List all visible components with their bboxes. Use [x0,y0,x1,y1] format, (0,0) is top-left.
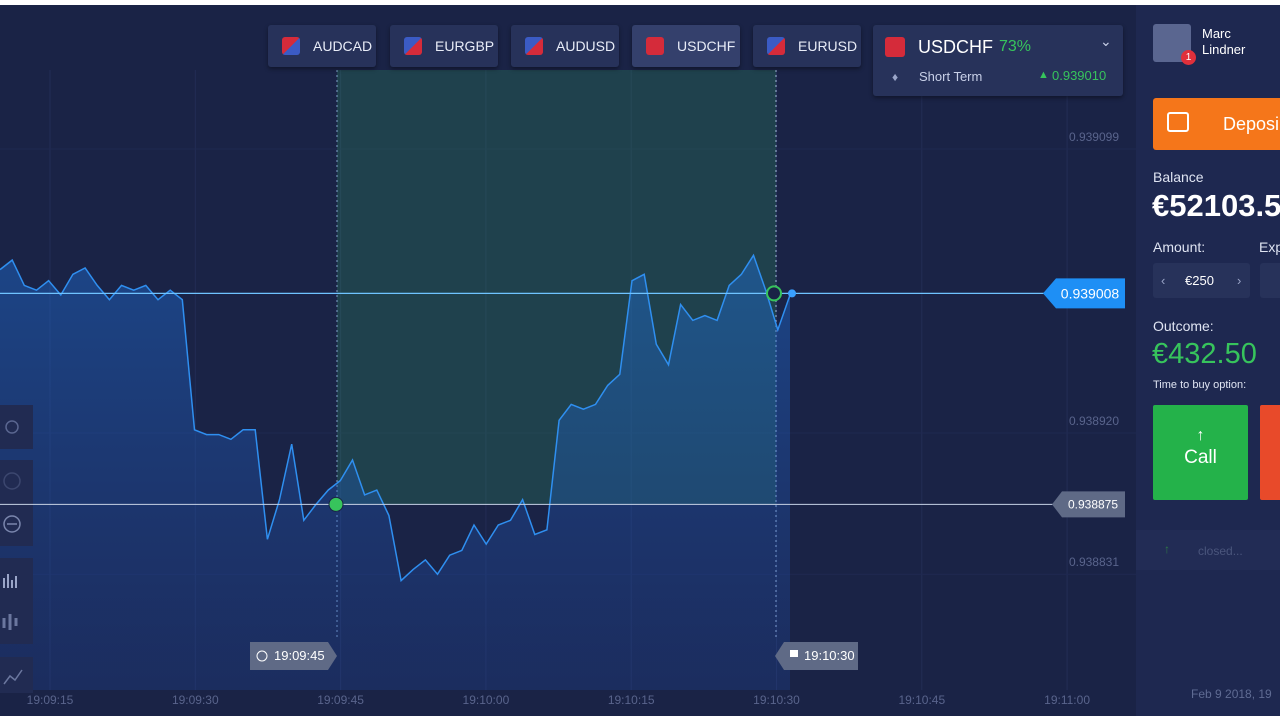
asset-mode: Short Term [919,69,983,84]
zoom-out-icon [3,515,21,533]
entry-time-badge [250,642,337,670]
tool[interactable] [0,460,33,546]
tab-label: EURUSD [798,38,858,54]
call-label: Call [1184,447,1217,468]
asset-name: USDCHF [918,37,993,57]
balance: €52103.5 [1152,188,1280,223]
deposit-label: Deposi [1223,114,1280,134]
x-tick-label: 19:09:45 [317,693,364,707]
up-icon: ▲ [1038,69,1049,81]
toolbar [0,405,33,693]
clock-icon [256,650,268,662]
tool[interactable] [0,657,33,693]
tab-label: AUDUSD [556,38,616,54]
call-button[interactable]: ↑ Call [1153,405,1248,500]
sidebar: 1 Marc Lindner Deposi Balance €52103.5 Am… [1136,0,1280,716]
flag-icon [790,650,798,657]
amount-input[interactable]: ‹ €250 › [1153,263,1250,298]
put-button[interactable] [1260,405,1280,500]
user-name[interactable]: Marc Lindner [1202,26,1245,58]
balance-label: Balance [1153,169,1204,185]
tool[interactable] [0,405,33,449]
bottom-strip [0,716,1280,720]
tab-label: USDCHF [677,38,736,54]
asset-tab[interactable]: EURGBP [390,25,498,67]
expiry-time-badge [775,642,858,670]
notification-badge: 1 [1181,50,1196,65]
asset-selector[interactable]: USDCHF 73% ⌄ ♦ Short Term ▲ 0.939010 [873,25,1123,96]
dropdown-icon: ⌄ [1100,33,1112,49]
outcome: €432.50 [1152,338,1257,370]
up-icon: ↑ [1164,542,1170,556]
price-line [0,253,791,583]
trade-row[interactable]: ↑ closed... [1136,530,1280,570]
candles-icon [2,614,18,630]
asset-tab[interactable]: EURUSD [753,25,861,67]
up-arrow: ↑ [1196,427,1205,444]
x-tick-label: 19:09:15 [27,693,74,707]
y-tick-label: 0.939099 [1069,130,1119,144]
asset-payout: 73% [999,38,1032,55]
time-label: Time to buy option: [1153,379,1247,391]
entry-marker [328,496,344,512]
last-name: Lindner [1202,42,1246,57]
asset-tab[interactable]: USDCHF [632,25,740,67]
decrease[interactable]: ‹ [1161,273,1166,288]
wallet-icon [1167,112,1189,132]
asset-tab[interactable]: AUDCAD [268,25,376,67]
outcome-label: Outcome: [1153,318,1214,334]
first-name: Marc [1202,26,1231,41]
chart-type-icon [3,574,17,588]
current-dot [788,289,796,298]
crosshair-icon [5,420,19,434]
x-tick-label: 19:10:30 [753,693,800,707]
tab-label: AUDCAD [313,38,373,54]
expiry-input[interactable] [1260,263,1280,298]
amount: €250 [1185,273,1214,288]
price-area [0,255,790,691]
x-tick-label: 19:10:00 [463,693,510,707]
current-price-badge [1043,278,1125,309]
zoom-in-icon [3,472,21,490]
entry-price-label: 0.938875 [1068,497,1118,511]
x-tick-label: 19:10:15 [608,693,655,707]
x-tick-label: 19:11:00 [1044,693,1090,707]
current-price-label: 0.939008 [1061,285,1120,301]
entry-price-badge [1052,491,1125,518]
expiry-marker [766,285,782,302]
chart: 19:09:15 19:09:30 19:09:45 19:10:00 19:10:15… [0,70,1125,707]
y-tick-label: 0.938920 [1069,414,1119,428]
indicator-icon [3,669,23,685]
top-strip [0,0,1280,5]
asset-tab[interactable]: AUDUSD [511,25,619,67]
deposit-button[interactable]: Deposi [1153,98,1280,150]
x-tick-label: 19:10:45 [898,693,945,707]
tool[interactable] [0,558,33,644]
increase[interactable]: › [1237,273,1242,288]
expiry-time-label: 19:10:30 [804,648,855,663]
x-tick-label: 19:09:30 [172,693,219,707]
date: Feb 9 2018, 19 [1191,687,1272,701]
expiry-label: Exp [1259,239,1280,255]
trade-status: closed... [1198,544,1243,558]
asset-price: 0.939010 [1052,68,1107,83]
tab-label: EURGBP [435,38,495,54]
mode-icon: ♦ [892,70,899,84]
amount-label: Amount: [1153,239,1206,255]
y-tick-label: 0.938831 [1069,555,1119,569]
entry-time-label: 19:09:45 [274,648,325,663]
